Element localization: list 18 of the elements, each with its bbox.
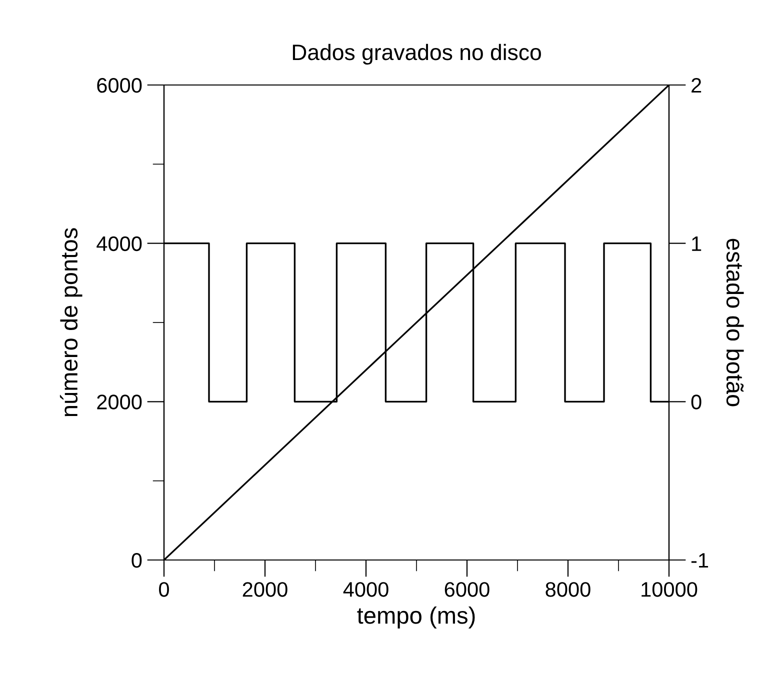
y2-axis-title: estado do botão xyxy=(726,238,744,406)
y2-tick-label: 2 xyxy=(692,78,702,93)
x-tick-label: 8000 xyxy=(546,582,590,597)
x-tick-label: 2000 xyxy=(242,582,288,597)
chart-title: Dados gravados no disco xyxy=(292,44,541,65)
x-tick-label: 0 xyxy=(159,582,169,597)
x-tick-label: 10000 xyxy=(642,582,698,597)
y2-tick-label: 1 xyxy=(692,236,702,251)
y-tick-label: 0 xyxy=(132,553,142,568)
x-tick-label: 4000 xyxy=(343,582,388,597)
y2-tick-label: -1 xyxy=(691,553,708,568)
x-tick-label: 6000 xyxy=(444,582,490,597)
x-axis-title: tempo (ms) xyxy=(357,606,475,629)
y-tick-label: 2000 xyxy=(97,394,142,410)
y2-tick-label: 0 xyxy=(691,394,702,410)
y-tick-label: 4000 xyxy=(96,236,142,252)
y-tick-label: 6000 xyxy=(97,78,142,93)
y-axis-title: número de pontos xyxy=(60,228,82,416)
